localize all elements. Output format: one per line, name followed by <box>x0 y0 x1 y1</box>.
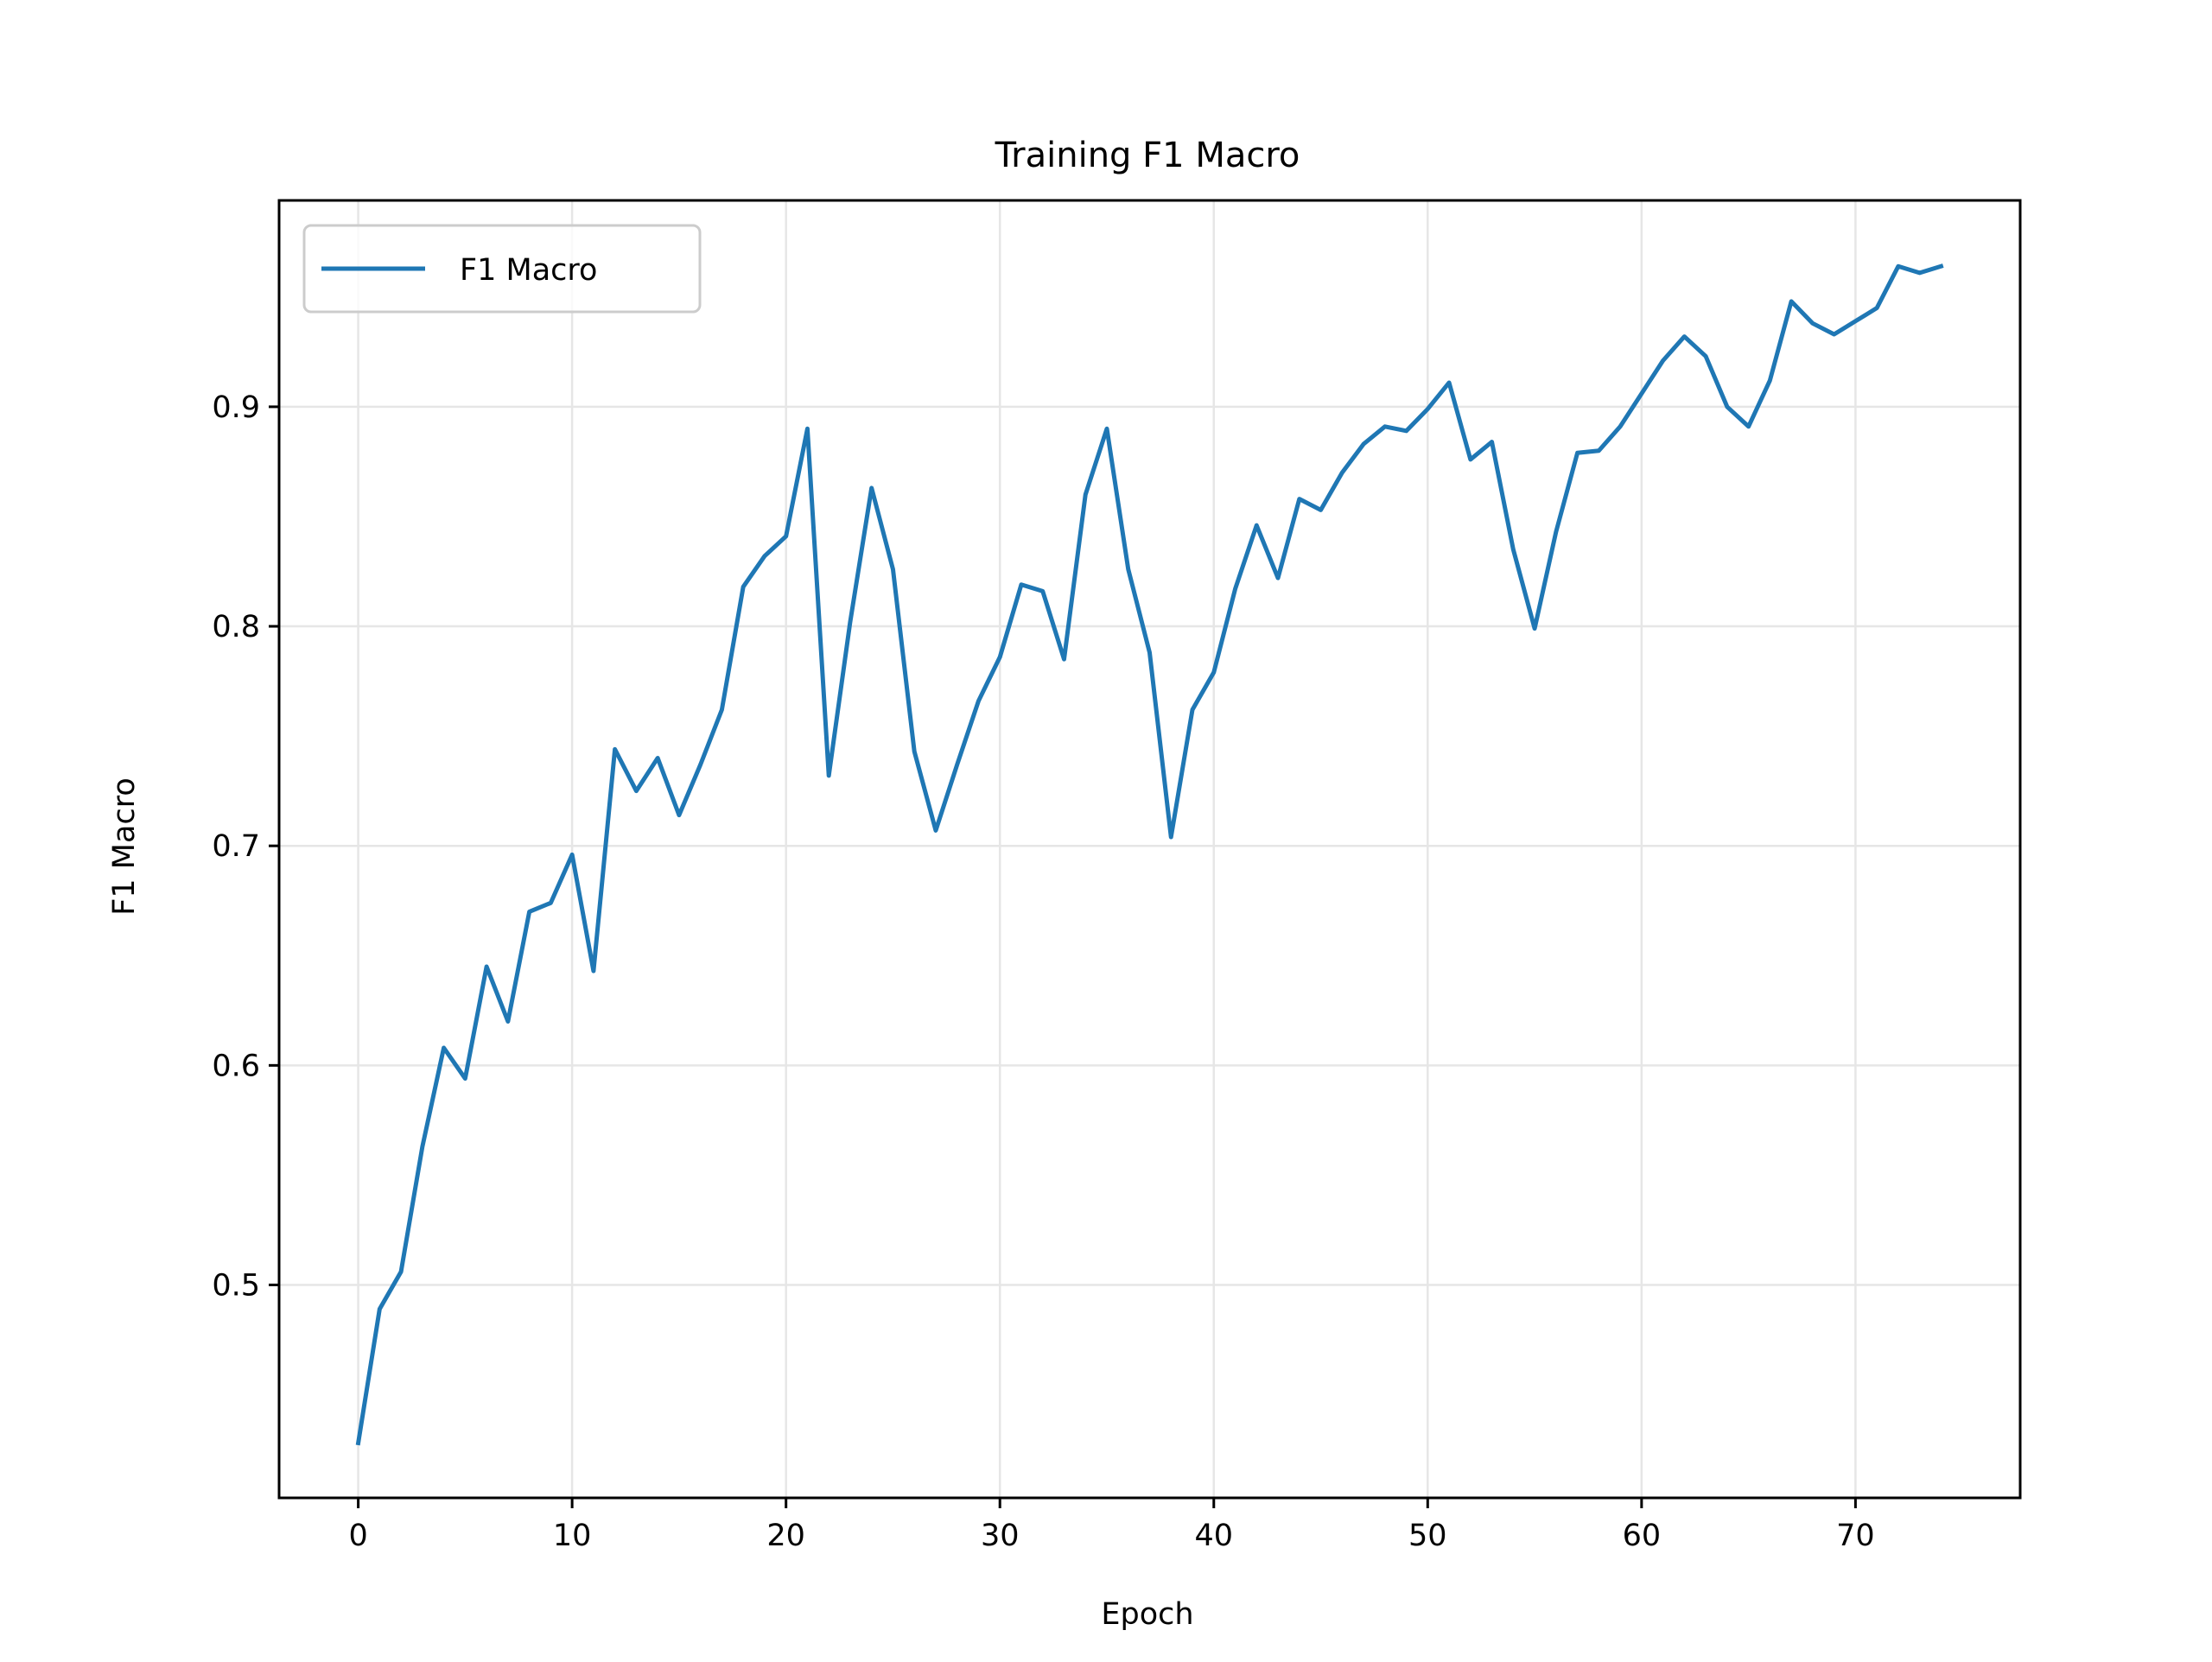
x-tick-label: 10 <box>553 1519 592 1553</box>
x-tick-label: 0 <box>348 1519 367 1553</box>
y-tick-label: 0.7 <box>212 829 260 864</box>
x-tick-label: 30 <box>981 1519 1020 1553</box>
x-tick-label: 20 <box>766 1519 805 1553</box>
x-tick-label: 50 <box>1408 1519 1447 1553</box>
grid-lines <box>279 200 2020 1498</box>
plot-lines <box>355 263 1944 1446</box>
x-tick-label: 40 <box>1194 1519 1233 1553</box>
tick-marks: 0 10 20 30 40 50 60 70 0.5 0.6 0.7 0.8 0.9 <box>212 390 1874 1553</box>
y-tick-label: 0.5 <box>212 1268 260 1303</box>
axes-frame <box>277 199 2022 1500</box>
legend-box <box>302 224 702 314</box>
y-tick-label: 0.9 <box>212 390 260 425</box>
y-tick-label: 0.6 <box>212 1049 260 1083</box>
y-axis-label: F1 Macro <box>107 777 142 915</box>
x-tick-label: 60 <box>1623 1519 1662 1553</box>
y-tick-label: 0.8 <box>212 610 260 644</box>
series-line <box>355 263 1944 1446</box>
legend: F1 Macro <box>302 224 702 314</box>
legend-entry-label: F1 Macro <box>460 253 597 288</box>
axes <box>277 199 2022 1500</box>
x-tick-label: 70 <box>1836 1519 1875 1553</box>
chart-title: Training F1 Macro <box>995 136 1300 175</box>
x-axis-label: Epoch <box>1101 1597 1193 1632</box>
